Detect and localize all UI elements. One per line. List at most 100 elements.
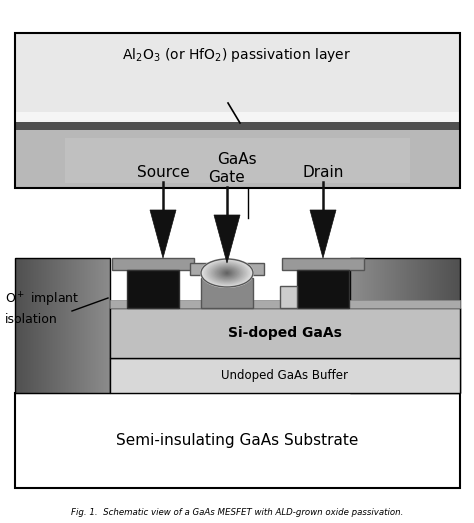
Bar	[15, 33, 460, 188]
Bar	[401, 258, 402, 393]
Bar	[27, 258, 28, 393]
Bar	[428, 258, 429, 393]
Bar	[61, 258, 62, 393]
Ellipse shape	[212, 265, 242, 281]
Bar	[420, 258, 421, 393]
Bar	[100, 258, 101, 393]
Bar	[74, 258, 75, 393]
Bar	[91, 258, 92, 393]
Bar	[376, 258, 377, 393]
Bar	[365, 258, 366, 393]
Bar	[84, 258, 85, 393]
Bar	[447, 258, 448, 393]
Bar	[34, 258, 35, 393]
Bar	[379, 258, 380, 393]
Bar	[355, 258, 356, 393]
Bar	[442, 258, 443, 393]
Bar	[79, 258, 80, 393]
Ellipse shape	[226, 272, 228, 274]
Bar	[432, 258, 433, 393]
Bar	[30, 258, 31, 393]
Bar	[458, 258, 459, 393]
Polygon shape	[310, 210, 336, 258]
Bar	[456, 258, 457, 393]
Bar	[443, 258, 444, 393]
Bar	[394, 258, 395, 393]
Bar	[378, 258, 379, 393]
Bar	[54, 258, 55, 393]
Bar	[55, 258, 56, 393]
Bar	[452, 258, 453, 393]
Text: Al$_2$O$_3$ (or HfO$_2$) passivation layer: Al$_2$O$_3$ (or HfO$_2$) passivation lay…	[122, 46, 352, 64]
Bar	[36, 258, 37, 393]
Bar	[48, 258, 49, 393]
Bar	[92, 258, 93, 393]
Text: Drain: Drain	[302, 165, 344, 180]
Bar	[99, 258, 100, 393]
Bar	[449, 258, 450, 393]
Bar	[389, 258, 390, 393]
Bar	[72, 258, 73, 393]
Bar	[73, 258, 74, 393]
Bar	[46, 258, 47, 393]
Bar	[103, 258, 104, 393]
Bar	[388, 258, 389, 393]
Bar	[426, 258, 427, 393]
Bar	[15, 258, 110, 393]
Bar	[369, 258, 370, 393]
Bar	[71, 258, 72, 393]
Bar	[26, 258, 27, 393]
Bar	[88, 258, 89, 393]
Bar	[437, 258, 438, 393]
Bar	[366, 258, 367, 393]
Text: Fig. 1.  Schematic view of a GaAs MESFET with ALD-grown oxide passivation.: Fig. 1. Schematic view of a GaAs MESFET …	[71, 508, 403, 517]
Bar	[405, 258, 406, 393]
Bar	[15, 112, 460, 124]
Bar	[64, 258, 65, 393]
Bar	[372, 258, 373, 393]
Bar	[15, 33, 460, 188]
Ellipse shape	[211, 264, 243, 282]
Bar	[441, 258, 442, 393]
Bar	[395, 258, 396, 393]
Ellipse shape	[220, 269, 234, 277]
Bar	[33, 258, 34, 393]
Bar	[364, 258, 365, 393]
Bar	[31, 258, 32, 393]
Bar	[359, 258, 360, 393]
Bar	[45, 258, 46, 393]
Bar	[20, 258, 21, 393]
Bar	[354, 258, 355, 393]
Bar	[47, 258, 48, 393]
Bar	[78, 258, 79, 393]
Ellipse shape	[217, 267, 237, 279]
Bar	[58, 258, 59, 393]
Bar	[436, 258, 437, 393]
Bar	[416, 258, 417, 393]
Text: O$^+$ implant
isolation: O$^+$ implant isolation	[5, 290, 79, 326]
Bar	[387, 258, 388, 393]
Bar	[280, 286, 297, 308]
Bar	[384, 258, 385, 393]
Bar	[419, 258, 420, 393]
Bar	[108, 258, 109, 393]
Bar	[19, 258, 20, 393]
Bar	[357, 258, 358, 393]
Bar	[414, 258, 415, 393]
Bar	[398, 258, 399, 393]
Bar	[32, 258, 33, 393]
Bar	[351, 258, 352, 393]
Bar	[77, 258, 78, 393]
Text: GaAs: GaAs	[217, 153, 257, 167]
Ellipse shape	[215, 266, 239, 280]
Bar	[41, 258, 42, 393]
Bar	[98, 258, 99, 393]
Bar	[95, 258, 96, 393]
Bar	[415, 258, 416, 393]
Bar	[444, 258, 445, 393]
Bar	[352, 258, 353, 393]
Bar	[383, 258, 384, 393]
Bar	[358, 258, 359, 393]
Ellipse shape	[207, 262, 247, 285]
Bar	[105, 258, 106, 393]
